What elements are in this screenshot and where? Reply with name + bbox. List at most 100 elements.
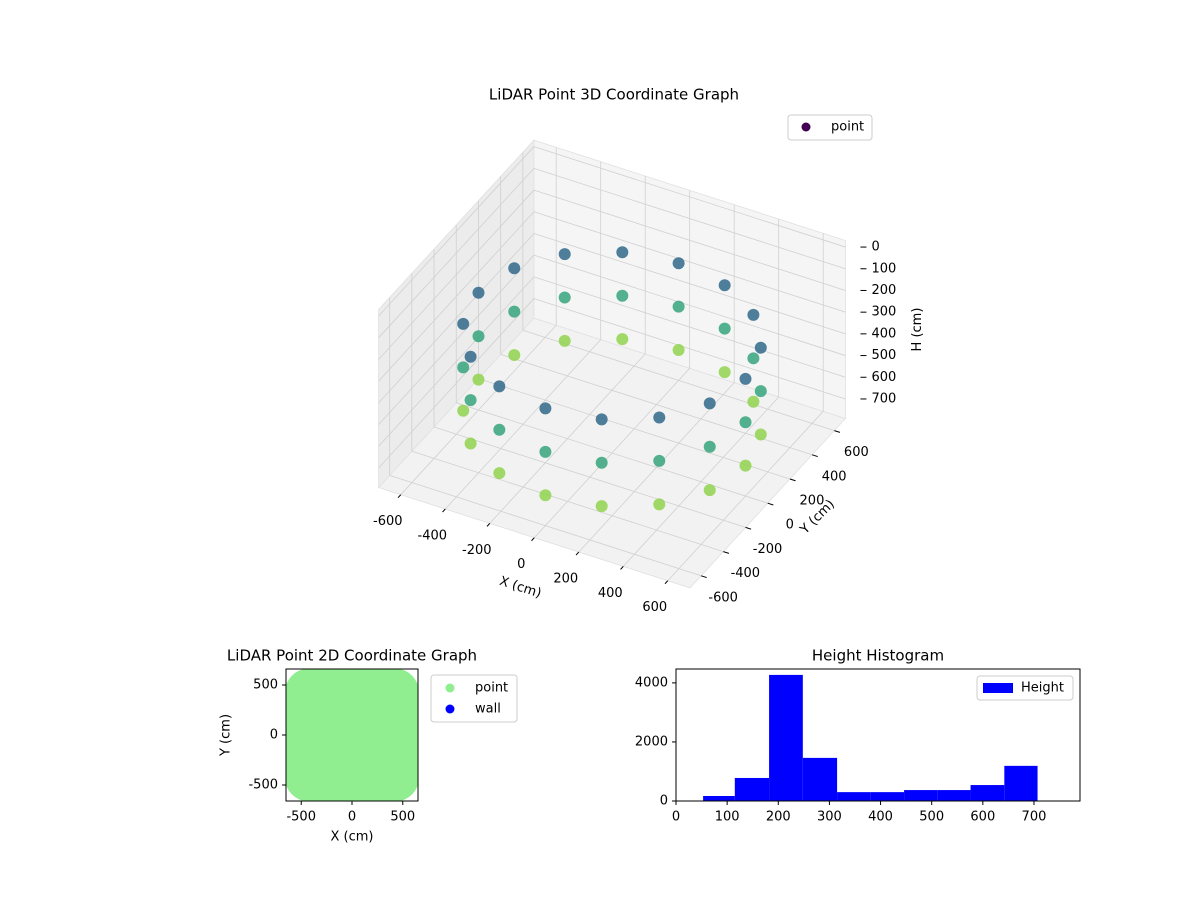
chart-title: Height Histogram: [812, 647, 944, 665]
grid-line: [533, 167, 846, 270]
grid-line: [522, 329, 835, 431]
x-tick-label: -500: [286, 810, 316, 825]
point: [539, 489, 552, 502]
point: [703, 484, 716, 497]
legend-label: point: [831, 120, 864, 135]
grid-line: [389, 475, 702, 577]
bar: [937, 790, 971, 801]
legend-marker: [445, 704, 455, 714]
y-tick-label: 4000: [635, 675, 668, 690]
z-tick-label: 600: [871, 370, 896, 385]
point: [653, 454, 666, 467]
x-tick: [620, 566, 624, 570]
y-tick-label: 0: [786, 518, 794, 533]
point: [718, 279, 731, 292]
legend-box: [976, 675, 1074, 701]
x-tick-label: 700: [1022, 810, 1047, 825]
x-tick-label: 0: [517, 557, 525, 572]
point: [703, 440, 716, 453]
point: [464, 394, 477, 407]
point: [493, 380, 506, 393]
point: [739, 416, 752, 429]
x-tick: [442, 508, 446, 513]
point: [718, 322, 731, 335]
x-tick-label: 0: [348, 810, 356, 825]
y-tick: [745, 526, 752, 530]
point: [328, 711, 376, 759]
point: [508, 262, 521, 275]
y-tick-label: 600: [844, 445, 869, 460]
x-tick-label: 500: [919, 810, 944, 825]
grid-line: [533, 189, 846, 291]
grid-line: [533, 233, 846, 335]
x-tick-label: -600: [373, 514, 403, 529]
y-tick: [767, 502, 774, 506]
point: [595, 413, 608, 426]
x-tick-label: 0: [672, 810, 680, 825]
point: [739, 459, 752, 472]
point: [558, 248, 571, 261]
point: [672, 344, 685, 357]
x-tick: [664, 580, 669, 585]
point: [747, 308, 760, 321]
point: [672, 300, 685, 313]
point: [754, 341, 767, 354]
point: [754, 385, 767, 398]
x-tick-label: 500: [390, 810, 415, 825]
point: [539, 445, 552, 458]
bar: [802, 757, 838, 801]
x-tick: [575, 551, 580, 556]
point: [457, 317, 470, 330]
grid-line: [456, 402, 768, 504]
point: [539, 402, 552, 415]
legend-marker: [445, 683, 455, 693]
x-tick-label: -400: [418, 529, 448, 544]
z-tick-label: 0: [871, 240, 879, 255]
z-axis-label: H (cm): [910, 308, 925, 352]
point: [508, 305, 521, 318]
point: [747, 395, 760, 408]
x-axis-label: X (cm): [331, 830, 374, 845]
y-tick-label: 0: [270, 728, 278, 743]
grid-line: [433, 426, 746, 528]
grid-line: [378, 254, 535, 425]
point: [739, 372, 752, 385]
legend-box: [430, 674, 518, 723]
x-tick-label: 400: [868, 810, 893, 825]
bar: [904, 790, 938, 801]
y-axis-label: Y (cm): [219, 714, 234, 757]
point: [754, 428, 767, 441]
point: [672, 257, 685, 270]
point: [457, 404, 470, 417]
y-tick: [700, 575, 707, 579]
point: [493, 467, 506, 480]
axes-frame: [675, 668, 1081, 802]
z-tick-label: 100: [871, 261, 896, 276]
bar: [769, 674, 803, 801]
legend-box: [787, 114, 873, 141]
grid-line: [533, 211, 846, 313]
point: [464, 350, 477, 363]
legend-label: wall: [475, 702, 501, 717]
plot-area: [286, 669, 418, 801]
legend-label: Height: [1021, 681, 1064, 696]
x-tick: [486, 523, 491, 527]
x-tick-label: 600: [970, 810, 995, 825]
y-tick-label: -400: [731, 566, 761, 581]
legend-marker: [801, 122, 811, 132]
point: [653, 411, 666, 424]
bar: [970, 785, 1005, 801]
grid-line: [411, 450, 724, 552]
point: [616, 333, 629, 346]
point: [472, 373, 485, 386]
bar: [703, 795, 735, 801]
point: [703, 397, 716, 410]
chart-title: LiDAR Point 3D Coordinate Graph: [489, 86, 739, 104]
z-tick-label: 200: [871, 283, 896, 298]
grid-line: [378, 211, 535, 382]
bar: [837, 792, 871, 801]
x-tick-label: 200: [553, 572, 578, 587]
z-tick-label: 300: [871, 305, 896, 320]
y-tick: [789, 478, 796, 482]
